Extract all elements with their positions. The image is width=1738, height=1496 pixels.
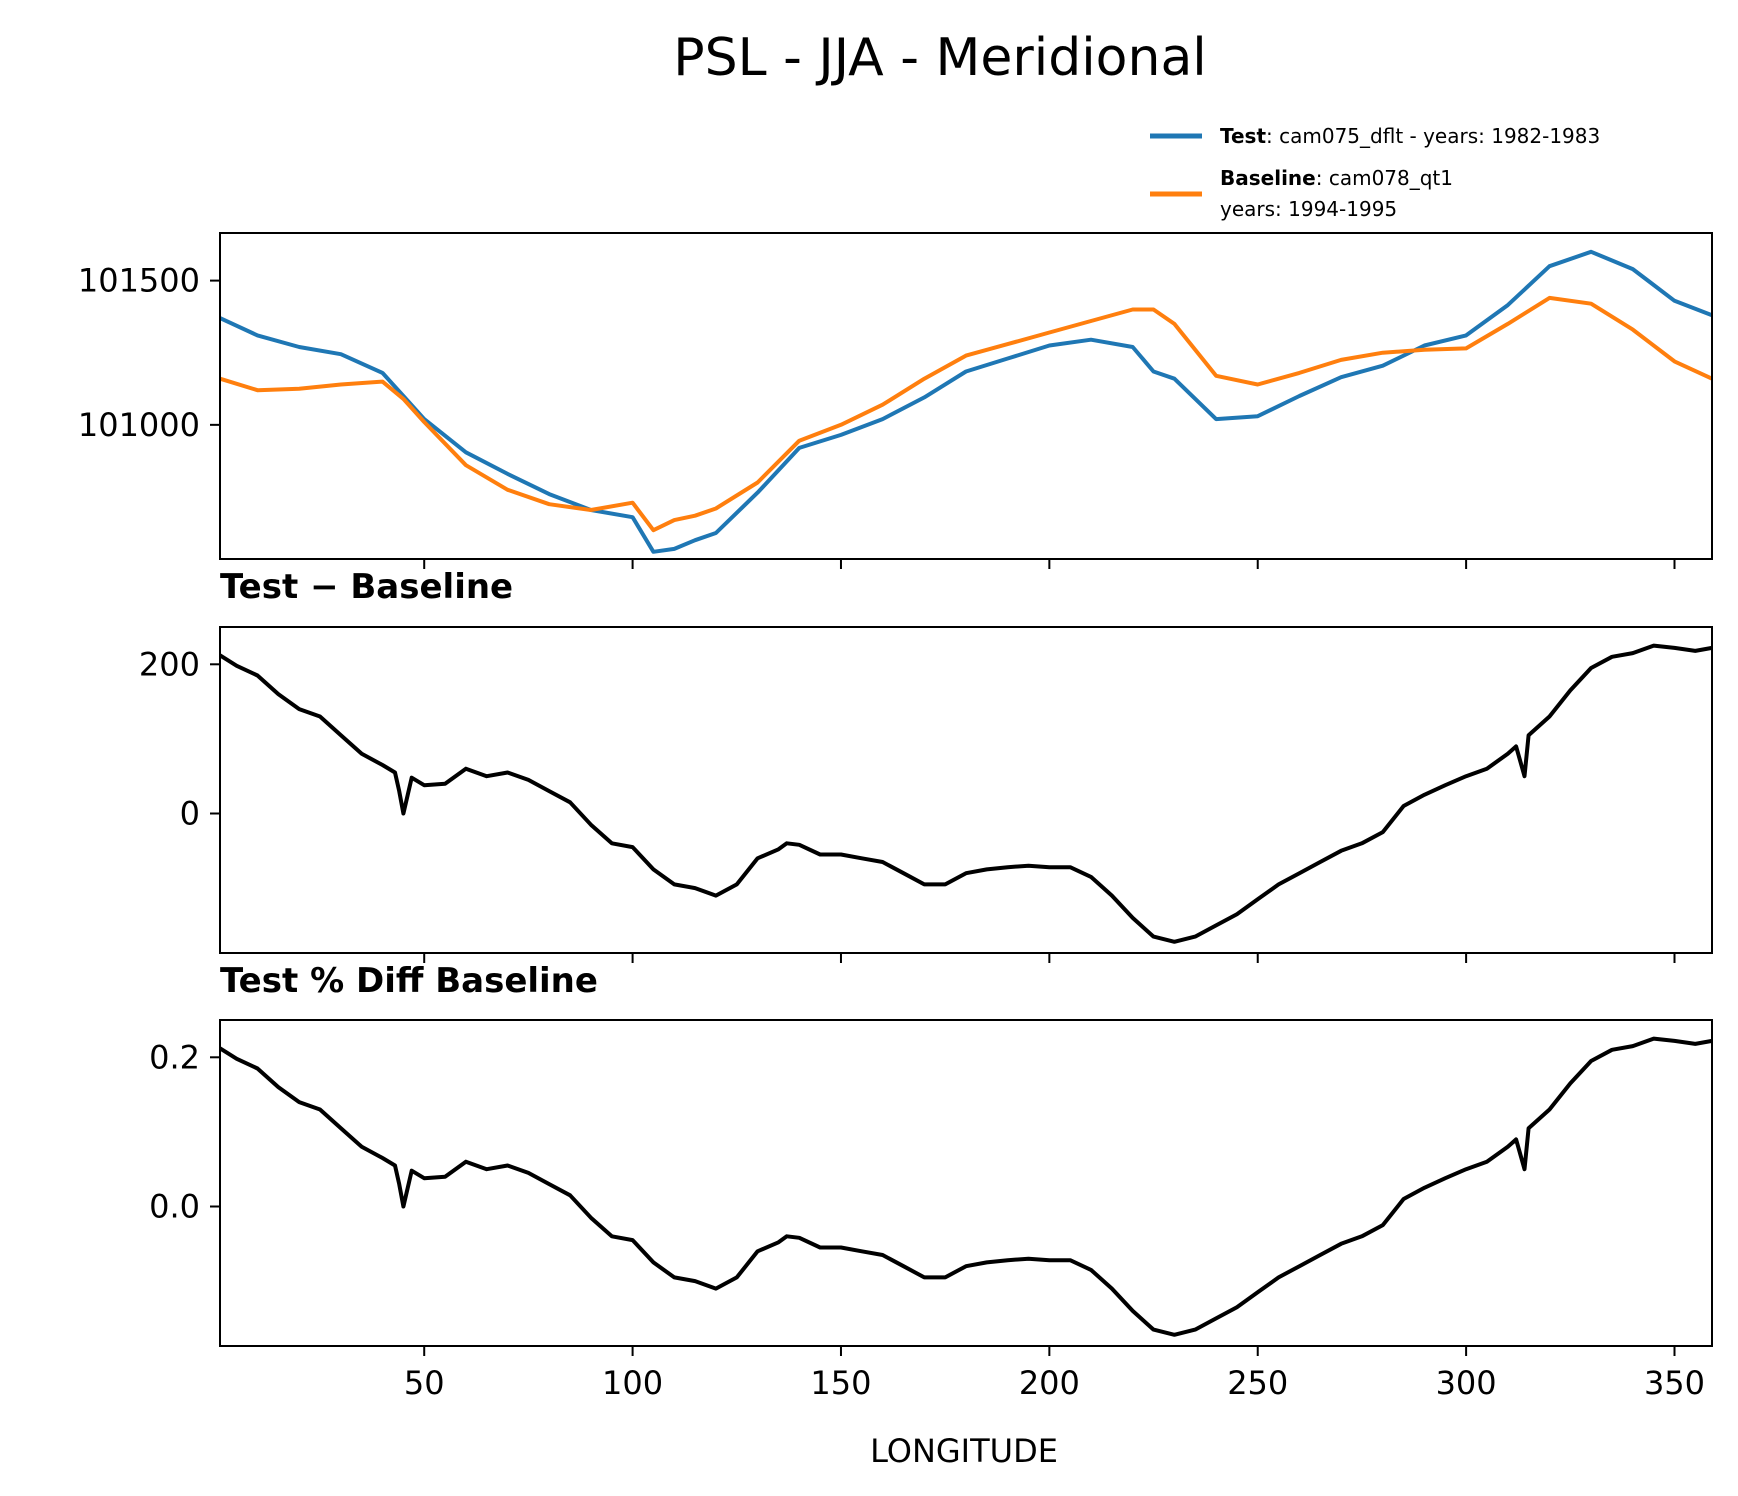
xtick-label: 200 (1019, 1364, 1080, 1402)
legend-baseline-years: years: 1994-1995 (1220, 197, 1397, 221)
panel2: 0 200 (139, 626, 1713, 963)
panel3-series-test-diff-baseline (218, 1036, 1713, 1337)
panel2-frame (219, 626, 1713, 954)
chart-title: PSL - JJA - Meridional (673, 28, 1207, 88)
panel1-ytick-label: 101000 (78, 406, 200, 444)
legend-baseline-name: Baseline (1220, 166, 1316, 190)
panel3-title: Test % Diff Baseline (220, 961, 598, 1001)
legend-baseline-text: : cam078_qt1 (1316, 166, 1453, 190)
panel1-series-test (219, 249, 1713, 554)
panel3-ytick-label: 0.2 (149, 1038, 200, 1076)
xtick-label: 100 (602, 1364, 663, 1402)
legend-test-name: Test (1220, 124, 1266, 148)
panel1-ytick-label: 101500 (78, 262, 200, 300)
panel3-ytick-label: 0.0 (149, 1187, 200, 1225)
panel3-frame (219, 1019, 1713, 1347)
x-axis-label: LONGITUDE (870, 1432, 1058, 1470)
legend: Test: cam075_dflt - years: 1982-1983 Bas… (1150, 124, 1600, 221)
legend-test-label: Test: cam075_dflt - years: 1982-1983 (1220, 124, 1600, 148)
panel1: 101000 101500 (78, 232, 1713, 569)
panel2-title: Test − Baseline (220, 567, 513, 607)
panel2-ytick-label: 0 (180, 794, 200, 832)
panel2-series-test-baseline (218, 643, 1713, 944)
legend-baseline-label: Baseline: cam078_qt1 (1220, 166, 1453, 190)
xtick-label: 350 (1644, 1364, 1705, 1402)
xtick-label: 300 (1436, 1364, 1497, 1402)
xtick-label: 250 (1227, 1364, 1288, 1402)
panel2-ytick-label: 200 (139, 645, 200, 683)
panel3: 0.0 0.2 50 100 150 200 250 300 350 (149, 1019, 1713, 1402)
panel1-frame (219, 232, 1713, 560)
xtick-label: 150 (810, 1364, 871, 1402)
xtick-label: 50 (404, 1364, 445, 1402)
legend-test-text: : cam075_dflt - years: 1982-1983 (1266, 124, 1600, 148)
panel1-series-baseline (219, 295, 1713, 533)
